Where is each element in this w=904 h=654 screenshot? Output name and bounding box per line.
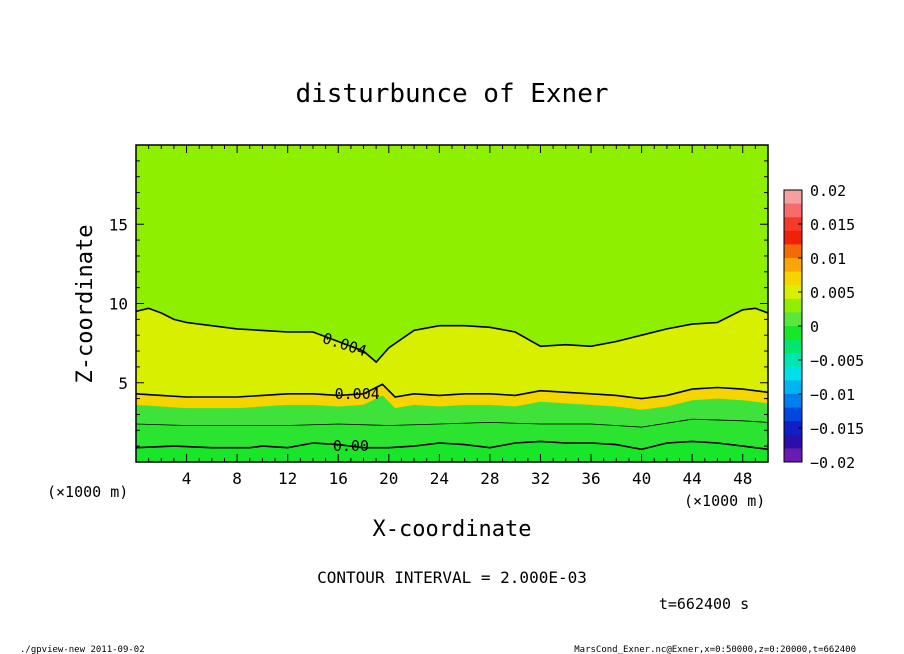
x-tick-label: 8 (232, 469, 242, 488)
colorbar-swatch (784, 298, 802, 313)
x-tick-label: 24 (430, 469, 449, 488)
colorbar-tick-label: −0.01 (810, 386, 855, 404)
x-tick-label: 44 (683, 469, 702, 488)
colorbar-swatch (784, 258, 802, 273)
y-axis-title: Z-coordinate (73, 225, 98, 384)
plot-area (136, 145, 768, 462)
x-tick-label: 4 (182, 469, 192, 488)
colorbar-tick-label: −0.02 (810, 454, 855, 472)
colorbar-tick-label: −0.015 (810, 420, 864, 438)
contour-line-3 (135, 440, 769, 451)
x-tick-label: 16 (329, 469, 348, 488)
colorbar-swatch (784, 353, 802, 368)
colorbar-swatch (784, 285, 802, 300)
colorbar-swatch (784, 217, 802, 232)
colorbar-swatch (784, 366, 802, 381)
colorbar-swatch (784, 312, 802, 327)
colorbar-tick-label: 0.005 (810, 284, 855, 302)
colorbar-swatch (784, 271, 802, 286)
x-tick-label: 20 (379, 469, 398, 488)
x-tick-label: 40 (632, 469, 651, 488)
contour-interval-text: CONTOUR INTERVAL = 2.000E-03 (317, 568, 587, 587)
y-tick-label: 10 (109, 295, 128, 314)
x-axis: 4 8 12 16 20 24 28 32 36 40 44 48 (148, 145, 756, 488)
contour-line-0 (135, 307, 769, 364)
colorbar-swatch (784, 326, 802, 341)
x-tick-label: 36 (581, 469, 600, 488)
colorbar-swatch (784, 203, 802, 218)
colorbar-tick-label: 0.02 (810, 182, 846, 200)
colorbar-tick-label: 0.015 (810, 216, 855, 234)
colorbar-swatch (784, 380, 802, 395)
colorbar-swatch (784, 421, 802, 436)
colorbar-tick-label: 0 (810, 318, 819, 336)
footer-right: MarsCond_Exner.nc@Exner,x=0:50000,z=0:20… (574, 645, 856, 654)
colorbar-swatch (784, 407, 802, 422)
x-unit-label-right: (×1000 m) (684, 492, 765, 510)
chart-title: disturbunce of Exner (295, 79, 608, 109)
colorbar-swatch (784, 230, 802, 245)
colorbar-swatch (784, 190, 802, 205)
footer-left: ./gpview-new 2011-09-02 (20, 645, 145, 654)
colorbar-swatch (784, 448, 802, 463)
contour-line-2 (135, 418, 769, 428)
x-tick-label: 32 (531, 469, 550, 488)
x-axis-title: X-coordinate (373, 517, 532, 542)
contour-line-1 (135, 383, 769, 400)
contour-label-2: 0.00 (333, 437, 369, 455)
x-unit-label-left: (×1000 m) (47, 483, 128, 501)
contour-lines (135, 307, 769, 451)
colorbar-tick-label: 0.01 (810, 250, 846, 268)
y-tick-label: 5 (118, 374, 128, 393)
y-tick-label: 15 (109, 215, 128, 234)
colorbar-tick-label: −0.005 (810, 352, 864, 370)
x-tick-label: 12 (278, 469, 297, 488)
x-tick-label: 48 (733, 469, 752, 488)
x-tick-label: 28 (480, 469, 499, 488)
colorbar-swatch (784, 339, 802, 354)
contour-label-1: 0.004 (335, 385, 380, 403)
colorbar-swatch (784, 434, 802, 449)
colorbar-swatch (784, 244, 802, 259)
colorbar: 0.02 0.015 0.01 0.005 0 −0.005 −0.01 −0.015 −0.0… (783, 182, 864, 472)
y-axis: 5 10 15 (109, 160, 768, 447)
colorbar-swatch (784, 394, 802, 409)
time-label: t=662400 s (659, 595, 749, 613)
